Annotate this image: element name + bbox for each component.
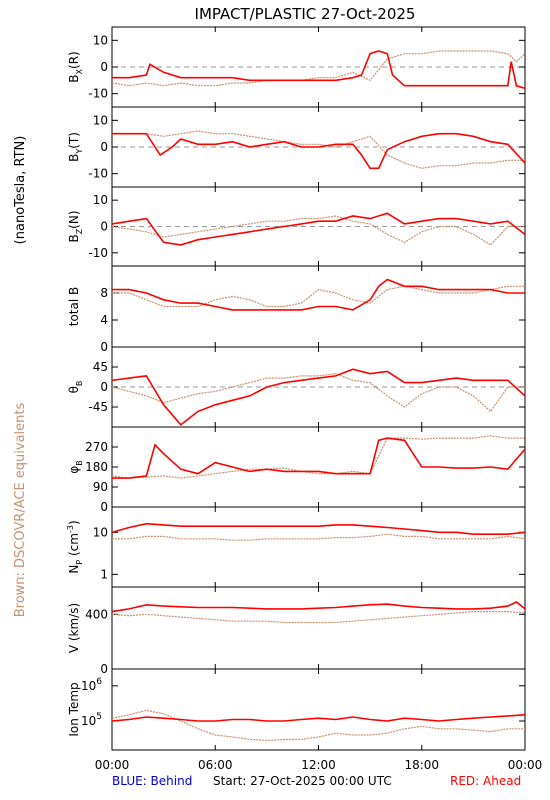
y-tick-label: 106 [81, 677, 102, 693]
panel-axis-label: φB [67, 460, 84, 473]
label-sub: B [75, 381, 84, 387]
label-rest: (cm [67, 533, 81, 560]
y-tick-label: -10 [88, 246, 108, 260]
label-sub: Y [75, 149, 84, 155]
footer-start-label: Start: 27-Oct-2025 00:00 UTC [213, 774, 392, 788]
y-tick-label: 180 [85, 460, 108, 474]
series-line-ahead-vel [112, 601, 525, 613]
panel-frame [111, 668, 526, 751]
series-line-dscovr-ace-btot [112, 285, 525, 308]
panel-by: 10 0 -10 BY(T) [67, 106, 526, 188]
series-line-ahead-theta [112, 368, 525, 426]
panel-np: 10 1 NP (cm-3) [66, 506, 526, 588]
label-main: B [67, 74, 81, 82]
series-line-dscovr-ace-bz [112, 215, 525, 246]
series-line-ahead-np [112, 522, 525, 536]
y-tick-label: 1 [100, 567, 108, 581]
label-main: θ [67, 386, 81, 393]
y-tick-label: 0 [100, 380, 108, 394]
series-line-dscovr-ace-phi [112, 435, 525, 479]
panel-axis-label: total B [67, 287, 81, 327]
footer-behind-label: BLUE: Behind [112, 774, 192, 788]
y-tick-label: 90 [93, 480, 108, 494]
panel-axis-label: Ion Temp [67, 682, 81, 736]
label-rest: (R) [67, 51, 81, 69]
y-tick-label: 10 [93, 113, 108, 127]
label-sub: B [75, 460, 84, 466]
series-line-dscovr-ace-bx [112, 50, 525, 87]
panel-axis-label: θB [67, 381, 84, 394]
label-main: B [67, 154, 81, 162]
y-tick-label: 0 [100, 340, 108, 354]
series-line-ahead-btot [112, 278, 525, 311]
x-tick-label: 12:00 [301, 758, 336, 772]
series-line-dscovr-ace-temp [112, 709, 525, 742]
series-line-ahead-by [112, 132, 525, 170]
y-tick-exponent: 5 [96, 712, 102, 722]
series-line-ahead-phi [112, 437, 525, 479]
label-sub: Z [75, 228, 84, 234]
y-tick-label: 10 [93, 193, 108, 207]
series-line-ahead-temp [112, 714, 525, 722]
y-tick-label: 0 [100, 500, 108, 514]
y-tick-label: -45 [88, 400, 108, 414]
y-tick-label: 0 [100, 220, 108, 234]
footer-ahead-label: RED: Ahead [450, 774, 521, 788]
label-main: N [67, 565, 81, 574]
panel-group: 100-10BX(R)100-10BY(T)100-10BZ(N)840tota… [66, 26, 526, 751]
panel-btot: 8 4 0 total B [67, 265, 526, 354]
y-tick-label: 0 [100, 662, 108, 676]
panel-phi: 270 180 90 0 φB [67, 426, 526, 514]
panel-axis-label: BZ(N) [67, 210, 84, 242]
label-sup: -3 [66, 525, 75, 533]
panel-axis-label: BY(T) [67, 132, 84, 162]
label-sub: P [75, 560, 84, 565]
series-line-dscovr-ace-by [112, 130, 525, 169]
y-tick-label: 270 [85, 440, 108, 454]
panel-axis-label: V (km/s) [67, 603, 81, 653]
series-line-ahead-bz [112, 212, 525, 246]
x-tick-label: 00:00 [95, 758, 130, 772]
y-tick-label: -10 [88, 167, 108, 181]
panel-bz: 10 0 -10 BZ(N) [67, 186, 526, 267]
series-line-ahead-bx [112, 50, 525, 90]
label-rest: (N) [67, 210, 81, 228]
panel-axis-label: BX(R) [67, 51, 84, 82]
panel-frame [111, 506, 526, 588]
label-sub: X [75, 68, 84, 74]
y-tick-label: 45 [93, 360, 108, 374]
y-tick-label: 0 [100, 140, 108, 154]
y-tick-label: 400 [85, 607, 108, 621]
panel-axis-label: NP (cm-3) [66, 520, 84, 573]
panel-frame [111, 586, 526, 670]
y-tick-label: 4 [100, 313, 108, 327]
y-tick-exponent: 6 [96, 677, 102, 687]
panel-vel: 400 0 V (km/s) [67, 586, 526, 676]
label-rest: (T) [67, 132, 81, 149]
y-tick-label: -10 [88, 87, 108, 101]
x-tick-label: 06:00 [198, 758, 233, 772]
label-main: φ [67, 466, 81, 474]
x-tick-labels: 00:00 06:00 12:00 18:00 00:00 [95, 758, 543, 772]
chart-title: IMPACT/PLASTIC 27-Oct-2025 [195, 5, 416, 23]
series-line-dscovr-ace-vel [112, 610, 525, 624]
series-line-dscovr-ace-np [112, 533, 525, 541]
y-tick-label: 10 [93, 525, 108, 539]
y-tick-label: 0 [100, 60, 108, 74]
label-main: B [67, 234, 81, 242]
y-tick-label: 105 [81, 712, 102, 728]
x-tick-label: 18:00 [404, 758, 439, 772]
unit-label: (nanoTesla, RTN) [13, 136, 28, 245]
panel-theta: 45 0 -45 θB [67, 346, 526, 428]
dscovr-legend-label: Brown: DSCOVR/ACE equivalents [13, 403, 28, 618]
panel-frame [111, 426, 526, 508]
label-close: ) [67, 520, 81, 525]
panel-bx: 10 0 -10 BX(R) [67, 26, 526, 108]
y-tick-label: 8 [100, 286, 108, 300]
y-tick-label: 10 [93, 33, 108, 47]
series-line-dscovr-ace-theta [112, 373, 525, 413]
x-tick-label: 00:00 [508, 758, 543, 772]
